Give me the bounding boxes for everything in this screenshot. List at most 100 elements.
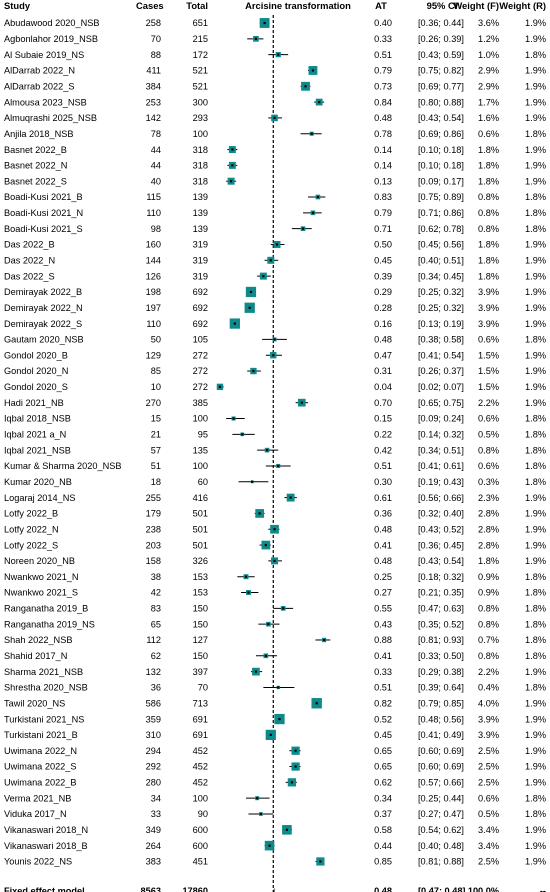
study-total: 600 — [193, 825, 208, 835]
study-label: Demirayak 2022_N — [4, 303, 83, 313]
fixed-ci: [0.47; 0.48] — [418, 886, 466, 892]
study-label: Agbonlahor 2019_NSB — [4, 34, 98, 44]
study-total: 105 — [193, 335, 208, 345]
point-estimate — [304, 85, 307, 88]
study-ci: [0.26; 0.39] — [418, 34, 464, 44]
study-ci: [0.60; 0.69] — [418, 746, 464, 756]
point-estimate — [218, 385, 222, 388]
study-weight-random: 1.8% — [525, 414, 546, 424]
study-at: 0.15 — [374, 414, 392, 424]
study-label: Vikanaswari 2018_B — [4, 841, 88, 851]
point-estimate — [290, 781, 293, 784]
study-cases: 83 — [151, 604, 161, 614]
study-label: Uwimana 2022_N — [4, 746, 77, 756]
study-label: AlDarrab 2022_N — [4, 66, 75, 76]
study-at: 0.14 — [374, 161, 392, 171]
header-row: Study Cases Total Arcisine transformatio… — [4, 0, 546, 11]
point-estimate — [269, 733, 272, 736]
study-ci: [0.10; 0.18] — [418, 145, 464, 155]
point-estimate — [264, 654, 267, 657]
study-ci: [0.79; 0.85] — [418, 698, 464, 708]
study-weight-fixed: 1.5% — [478, 366, 499, 376]
study-cases: 238 — [146, 524, 161, 534]
study-cases: 132 — [146, 667, 161, 677]
study-at: 0.62 — [374, 778, 392, 788]
study-label: AlDarrab 2022_S — [4, 81, 74, 91]
study-label: Kumar 2020_NB — [4, 477, 72, 487]
study-total: 319 — [193, 240, 208, 250]
study-cases: 270 — [146, 398, 161, 408]
study-weight-random: 1.8% — [525, 208, 546, 218]
study-total: 521 — [193, 81, 208, 91]
study-weight-random: 1.9% — [525, 81, 546, 91]
study-label: Shahid 2017_N — [4, 651, 67, 661]
study-weight-random: 1.9% — [525, 97, 546, 107]
study-row: Lotfy 2022_B 179 501 0.36 [0.32; 0.40] 2.8% 1.… — [4, 509, 546, 519]
study-row: Iqbal 2021 a_N 21 95 0.22 [0.14; 0.32] 0.5% 1.… — [4, 430, 546, 440]
study-weight-fixed: 1.0% — [478, 50, 499, 60]
point-estimate — [241, 433, 244, 436]
study-row: Demirayak 2022_S 110 692 0.16 [0.13; 0.19] 3.… — [4, 319, 546, 329]
study-row: Vikanaswari 2018_B 264 600 0.44 [0.40; 0.48]… — [4, 841, 546, 851]
study-label: Uwimana 2022_B — [4, 778, 77, 788]
study-weight-random: 1.9% — [525, 857, 546, 867]
point-estimate — [277, 686, 280, 689]
study-weight-random: 1.8% — [525, 335, 546, 345]
study-at: 0.48 — [374, 335, 392, 345]
study-cases: 44 — [151, 161, 161, 171]
study-row: Iqbal 2021_NSB 57 135 0.42 [0.34; 0.51] 0.8% 1… — [4, 445, 546, 455]
study-total: 651 — [193, 18, 208, 28]
study-ci: [0.33; 0.50] — [418, 651, 464, 661]
study-weight-fixed: 1.8% — [478, 145, 499, 155]
study-row: Anjila 2018_NSB 78 100 0.78 [0.69; 0.86] 0.6%… — [4, 129, 546, 139]
study-total: 692 — [193, 287, 208, 297]
point-estimate — [273, 559, 276, 562]
study-weight-random: 1.8% — [525, 430, 546, 440]
study-weight-fixed: 1.2% — [478, 34, 499, 44]
study-weight-fixed: 1.5% — [478, 350, 499, 360]
study-label: Ranganatha 2019_B — [4, 604, 88, 614]
study-ci: [0.10; 0.18] — [418, 161, 464, 171]
study-at: 0.36 — [374, 509, 392, 519]
study-ci: [0.18; 0.32] — [418, 572, 464, 582]
study-at: 0.44 — [374, 841, 392, 851]
study-cases: 158 — [146, 556, 161, 566]
study-cases: 115 — [146, 192, 161, 202]
study-at: 0.48 — [374, 556, 392, 566]
study-row: Demirayak 2022_B 198 692 0.29 [0.25; 0.32] 3.… — [4, 287, 546, 297]
study-total: 215 — [193, 34, 208, 44]
study-label: Lotfy 2022_N — [4, 524, 59, 534]
study-total: 451 — [193, 857, 208, 867]
study-total: 319 — [193, 271, 208, 281]
study-cases: 110 — [146, 319, 161, 329]
study-weight-fixed: 0.8% — [478, 224, 499, 234]
study-cases: 349 — [146, 825, 161, 835]
study-ci: [0.19; 0.43] — [418, 477, 464, 487]
study-ci: [0.27; 0.47] — [418, 809, 464, 819]
header-weight-fixed: Weight (F) — [453, 0, 499, 11]
study-weight-random: 1.8% — [525, 572, 546, 582]
point-estimate — [300, 401, 303, 404]
point-estimate — [319, 860, 322, 863]
study-total: 70 — [198, 683, 208, 693]
study-weight-fixed: 1.7% — [478, 97, 499, 107]
study-at: 0.58 — [374, 825, 392, 835]
study-label: Nwankwo 2021_S — [4, 588, 78, 598]
study-weight-fixed: 2.2% — [478, 398, 499, 408]
study-ci: [0.34; 0.45] — [418, 271, 464, 281]
study-total: 300 — [193, 97, 208, 107]
study-row: Das 2022_N 144 319 0.45 [0.40; 0.51] 1.8% 1.9% — [4, 256, 546, 266]
study-weight-fixed: 1.8% — [478, 161, 499, 171]
study-row: Basnet 2022_B 44 318 0.14 [0.10; 0.18] 1.8% 1.… — [4, 145, 546, 155]
study-weight-random: 1.9% — [525, 556, 546, 566]
study-label: Iqbal 2021 a_N — [4, 430, 66, 440]
study-ci: [0.32; 0.40] — [418, 509, 464, 519]
study-ci: [0.26; 0.37] — [418, 366, 464, 376]
study-total: 150 — [193, 619, 208, 629]
study-weight-fixed: 1.8% — [478, 271, 499, 281]
study-row: Boadi-Kusi 2021_S 98 139 0.71 [0.62; 0.78] 0.… — [4, 224, 546, 234]
study-weight-fixed: 2.8% — [478, 509, 499, 519]
study-at: 0.84 — [374, 97, 392, 107]
study-weight-random: 1.9% — [525, 366, 546, 376]
point-estimate — [258, 512, 261, 515]
